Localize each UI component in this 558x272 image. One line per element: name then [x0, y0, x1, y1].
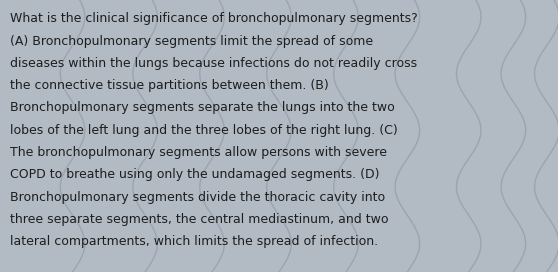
Text: the connective tissue partitions between them. (B): the connective tissue partitions between…: [10, 79, 329, 92]
Text: What is the clinical significance of bronchopulmonary segments?: What is the clinical significance of bro…: [10, 12, 418, 25]
Text: Bronchopulmonary segments divide the thoracic cavity into: Bronchopulmonary segments divide the tho…: [10, 191, 385, 204]
Text: Bronchopulmonary segments separate the lungs into the two: Bronchopulmonary segments separate the l…: [10, 101, 395, 115]
Text: COPD to breathe using only the undamaged segments. (D): COPD to breathe using only the undamaged…: [10, 168, 379, 181]
Text: The bronchopulmonary segments allow persons with severe: The bronchopulmonary segments allow pers…: [10, 146, 387, 159]
Text: (A) Bronchopulmonary segments limit the spread of some: (A) Bronchopulmonary segments limit the …: [10, 35, 373, 48]
Text: three separate segments, the central mediastinum, and two: three separate segments, the central med…: [10, 213, 388, 226]
Text: lobes of the left lung and the three lobes of the right lung. (C): lobes of the left lung and the three lob…: [10, 124, 398, 137]
Text: diseases within the lungs because infections do not readily cross: diseases within the lungs because infect…: [10, 57, 417, 70]
Text: lateral compartments, which limits the spread of infection.: lateral compartments, which limits the s…: [10, 235, 378, 248]
